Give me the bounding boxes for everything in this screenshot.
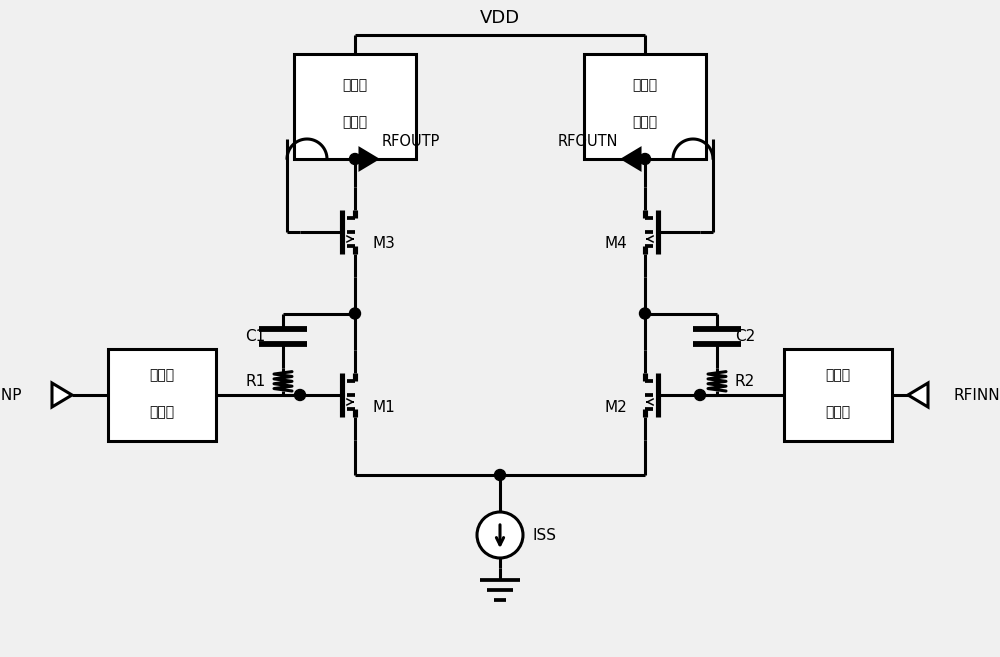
Text: 载网络: 载网络 xyxy=(342,116,368,129)
Text: M3: M3 xyxy=(373,237,396,252)
Text: M2: M2 xyxy=(604,399,627,415)
Text: 输入匹: 输入匹 xyxy=(149,368,175,382)
Text: RFINN: RFINN xyxy=(953,388,1000,403)
Text: VDD: VDD xyxy=(480,9,520,27)
Circle shape xyxy=(640,308,650,319)
Polygon shape xyxy=(52,383,72,407)
Text: 配网络: 配网络 xyxy=(825,405,851,419)
Circle shape xyxy=(640,154,650,164)
Circle shape xyxy=(350,154,360,164)
Circle shape xyxy=(494,470,506,480)
Circle shape xyxy=(350,308,360,319)
Bar xyxy=(584,54,706,159)
Polygon shape xyxy=(360,148,377,170)
Text: 载网络: 载网络 xyxy=(632,116,658,129)
Text: R1: R1 xyxy=(245,374,265,389)
Circle shape xyxy=(477,512,523,558)
Text: RFOUTN: RFOUTN xyxy=(558,133,618,148)
Text: RFINP: RFINP xyxy=(0,388,22,403)
Text: M1: M1 xyxy=(373,399,396,415)
Text: RFOUTP: RFOUTP xyxy=(382,133,440,148)
Text: 输出负: 输出负 xyxy=(632,78,658,93)
Bar xyxy=(294,54,416,159)
Polygon shape xyxy=(623,148,640,170)
Text: M4: M4 xyxy=(604,237,627,252)
Text: C1: C1 xyxy=(245,328,265,344)
Circle shape xyxy=(694,390,706,401)
Text: R2: R2 xyxy=(735,374,755,389)
Text: 输出负: 输出负 xyxy=(342,78,368,93)
Text: 输入匹: 输入匹 xyxy=(825,368,851,382)
Bar xyxy=(108,349,216,441)
Text: C2: C2 xyxy=(735,328,755,344)
Text: ISS: ISS xyxy=(532,528,556,543)
Polygon shape xyxy=(908,383,928,407)
Text: 配网络: 配网络 xyxy=(149,405,175,419)
Bar xyxy=(784,349,892,441)
Circle shape xyxy=(294,390,306,401)
